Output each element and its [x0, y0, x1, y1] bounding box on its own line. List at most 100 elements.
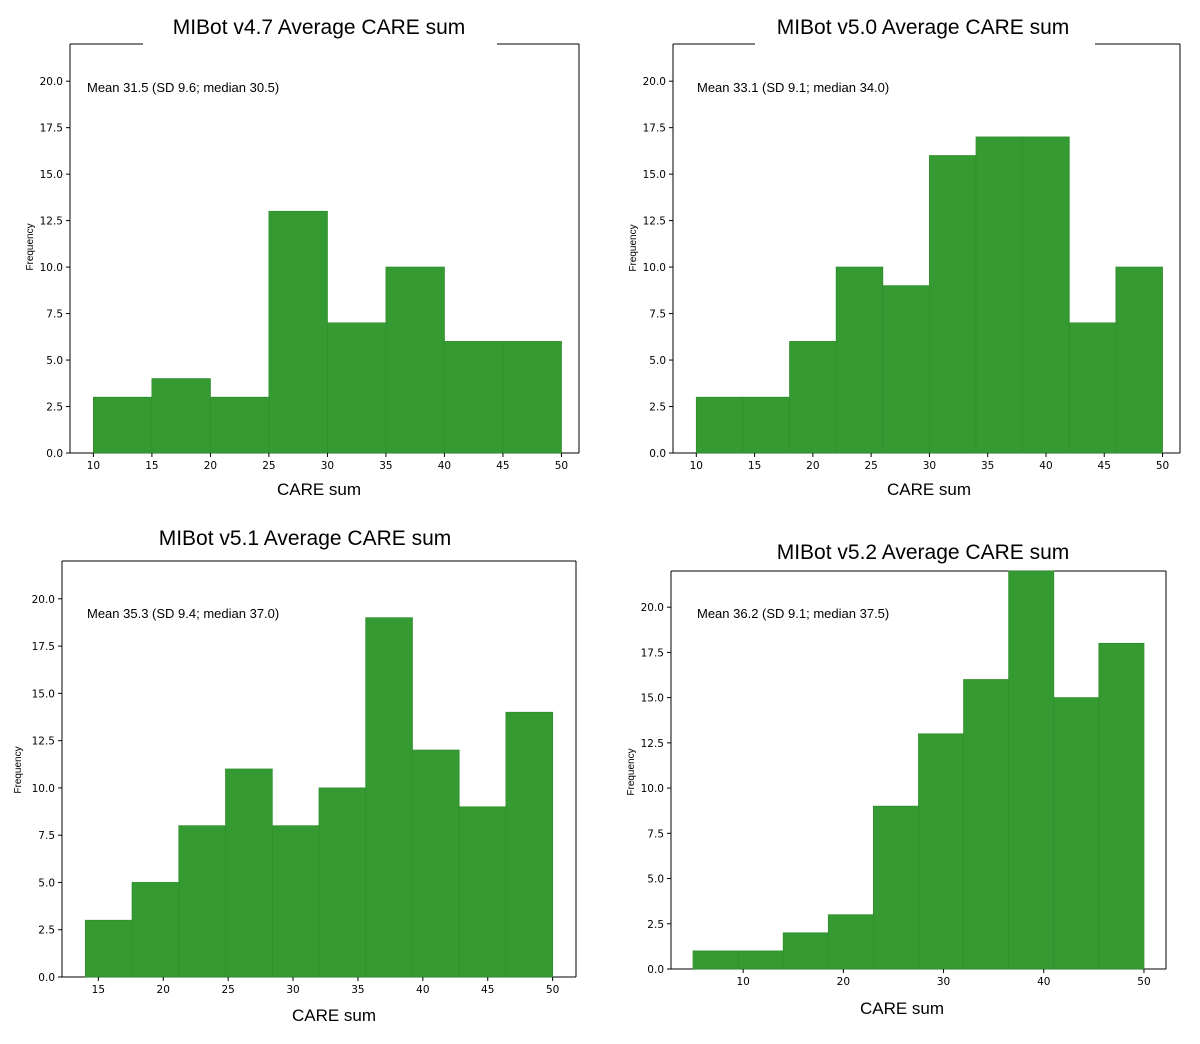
y-tick-label: 15.0	[643, 169, 666, 181]
x-axis-ticks: 15 20 25 30 35 40 45 50	[92, 977, 559, 996]
histogram-bar	[929, 155, 977, 454]
y-tick-label: 20.0	[32, 594, 55, 606]
chart-title: MIBot v5.2 Average CARE sum	[777, 541, 1070, 564]
x-axis-label: CARE sum	[277, 480, 361, 499]
x-tick-label: 30	[321, 460, 334, 472]
x-axis-ticks: 10 15 20 25 30 35 40 45 50	[690, 453, 1169, 472]
y-tick-label: 20.0	[641, 602, 664, 614]
histogram-bar	[963, 679, 1010, 970]
x-tick-label: 35	[379, 460, 392, 472]
histogram-bar	[1008, 570, 1055, 970]
x-tick-label: 10	[736, 976, 749, 988]
x-tick-label: 25	[864, 460, 877, 472]
histogram-bar	[385, 266, 445, 454]
histogram-bar	[225, 768, 273, 978]
y-tick-label: 7.5	[46, 309, 63, 321]
y-axis-ticks: 0.0 2.5 5.0 7.5 10.0 12.5 15.0 17.5 20.0	[32, 594, 62, 984]
y-tick-label: 0.0	[647, 964, 664, 976]
y-tick-label: 10.0	[641, 783, 664, 795]
x-axis-label: CARE sum	[887, 480, 971, 499]
histogram-bar	[84, 919, 133, 978]
y-tick-label: 12.5	[40, 216, 63, 228]
y-tick-label: 15.0	[641, 693, 664, 705]
histogram-bar	[505, 711, 554, 978]
x-tick-label: 25	[221, 984, 234, 996]
y-axis-label: Frequency	[25, 223, 36, 270]
histogram-bar	[131, 882, 180, 978]
summary-stats-annotation: Mean 31.5 (SD 9.6; median 30.5)	[87, 80, 279, 95]
histogram-bar	[93, 396, 153, 454]
histogram-bar	[210, 396, 270, 454]
x-axis-label: CARE sum	[860, 999, 944, 1018]
x-tick-label: 50	[555, 460, 568, 472]
x-tick-label: 20	[204, 460, 217, 472]
histogram-bar	[268, 210, 328, 454]
x-tick-label: 10	[690, 460, 703, 472]
y-axis-ticks: 0.0 2.5 5.0 7.5 10.0 12.5 15.0 17.5 20.0	[643, 76, 673, 460]
chart-title: MIBot v5.0 Average CARE sum	[777, 16, 1070, 39]
y-tick-label: 17.5	[641, 647, 664, 659]
y-tick-label: 10.0	[32, 783, 55, 795]
x-tick-label: 20	[806, 460, 819, 472]
y-tick-label: 12.5	[32, 736, 55, 748]
x-tick-label: 50	[1156, 460, 1169, 472]
histogram-bar	[882, 285, 930, 454]
histogram-bars	[84, 617, 554, 978]
x-tick-label: 45	[1098, 460, 1111, 472]
histogram-bar	[827, 914, 874, 970]
histogram-bar	[1053, 697, 1100, 970]
x-axis-label: CARE sum	[292, 1006, 376, 1025]
x-tick-label: 45	[496, 460, 509, 472]
histogram-bar	[835, 266, 884, 454]
histogram-bars	[692, 570, 1145, 970]
histogram-bar	[975, 136, 1024, 454]
y-axis-ticks: 0.0 2.5 5.0 7.5 10.0 12.5 15.0 17.5 20.0	[641, 602, 671, 976]
y-tick-label: 7.5	[649, 309, 666, 321]
y-tick-label: 10.0	[643, 262, 666, 274]
y-tick-label: 0.0	[38, 972, 55, 984]
y-tick-label: 20.0	[643, 76, 666, 88]
x-axis-ticks: 10 20 30 40 50	[736, 969, 1151, 988]
histogram-bar	[318, 787, 367, 978]
histogram-bar	[178, 825, 226, 978]
y-tick-label: 0.0	[649, 448, 666, 460]
x-tick-label: 35	[981, 460, 994, 472]
x-tick-label: 30	[937, 976, 950, 988]
x-tick-label: 40	[416, 984, 429, 996]
y-tick-label: 7.5	[647, 828, 664, 840]
y-tick-label: 12.5	[643, 216, 666, 228]
x-tick-label: 35	[351, 984, 364, 996]
y-tick-label: 10.0	[40, 262, 63, 274]
histogram-bar	[692, 950, 739, 970]
y-tick-label: 17.5	[40, 123, 63, 135]
x-tick-label: 40	[1037, 976, 1050, 988]
y-tick-label: 5.0	[647, 874, 664, 886]
histogram-bar	[1022, 136, 1070, 454]
y-tick-label: 2.5	[647, 919, 664, 931]
x-tick-label: 30	[923, 460, 936, 472]
x-tick-label: 30	[286, 984, 299, 996]
x-axis-ticks: 10 15 20 25 30 35 40 45 50	[87, 453, 568, 472]
summary-stats-annotation: Mean 36.2 (SD 9.1; median 37.5)	[697, 606, 889, 621]
histogram-bar	[1068, 322, 1117, 454]
y-tick-label: 2.5	[649, 402, 666, 414]
histogram-panel-v5-2: 10 20 30 40 50 0.0 2.5 5.0 7.5 10.0 12.5 15.0 17.5 20…	[626, 541, 1167, 1018]
y-tick-label: 0.0	[46, 448, 63, 460]
x-tick-label: 45	[481, 984, 494, 996]
histogram-bar	[365, 617, 413, 978]
histogram-bar	[742, 396, 790, 454]
histogram-bar	[789, 341, 837, 454]
y-tick-label: 2.5	[38, 925, 55, 937]
histogram-bar	[1115, 266, 1163, 454]
histogram-bar	[502, 341, 562, 454]
x-tick-label: 20	[157, 984, 170, 996]
summary-stats-annotation: Mean 35.3 (SD 9.4; median 37.0)	[87, 606, 279, 621]
y-tick-label: 17.5	[643, 123, 666, 135]
histogram-bar	[271, 825, 320, 978]
x-tick-label: 25	[262, 460, 275, 472]
y-tick-label: 5.0	[649, 355, 666, 367]
y-axis-ticks: 0.0 2.5 5.0 7.5 10.0 12.5 15.0 17.5 20.0	[40, 76, 70, 460]
x-tick-label: 40	[1039, 460, 1052, 472]
x-tick-label: 10	[87, 460, 100, 472]
